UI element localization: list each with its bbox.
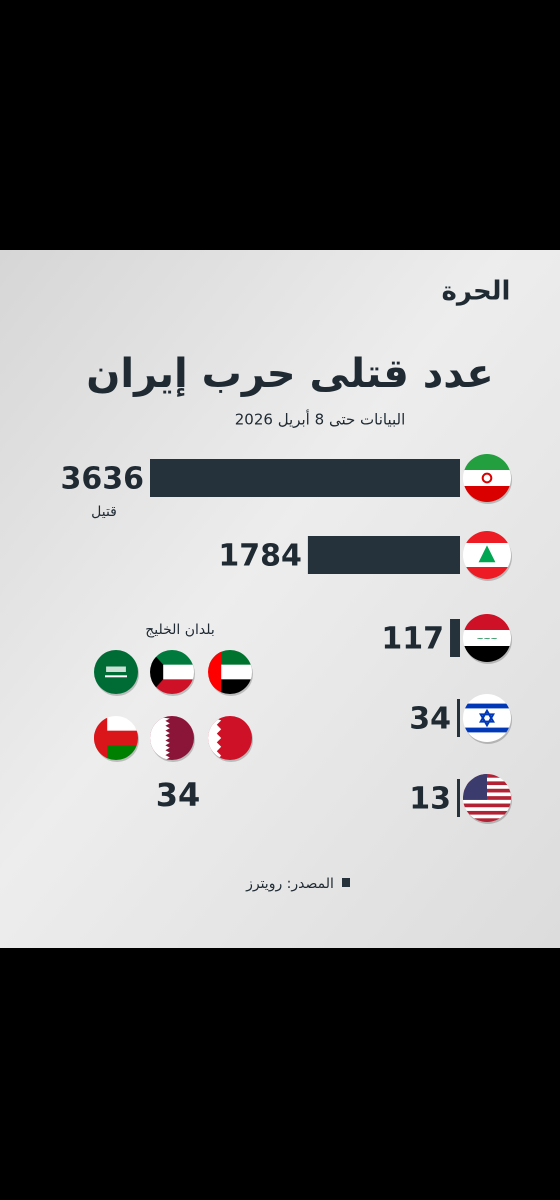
value-label: 117 xyxy=(381,622,444,657)
flag-part xyxy=(463,694,511,742)
stripe xyxy=(463,470,511,487)
flag-part xyxy=(94,716,108,760)
flag xyxy=(94,650,138,694)
stripe xyxy=(463,486,511,502)
source-marker xyxy=(342,878,350,887)
stripe xyxy=(150,679,194,694)
value-label: 13 xyxy=(409,782,451,817)
value-label: 34 xyxy=(409,702,451,737)
stripe xyxy=(463,614,511,631)
stripe xyxy=(463,630,511,647)
flag-part xyxy=(463,810,511,815)
flag-part xyxy=(105,675,127,678)
value-label: 1784 xyxy=(218,539,302,574)
stripe xyxy=(463,454,511,471)
flag xyxy=(208,650,252,694)
hoist xyxy=(150,716,170,760)
star xyxy=(478,708,496,728)
flag: ~~~ xyxy=(463,614,511,662)
emblem xyxy=(481,472,493,484)
flag-part xyxy=(463,807,511,812)
bar xyxy=(457,779,460,817)
flag xyxy=(208,716,252,760)
stripe xyxy=(463,646,511,662)
unit-label: قتيل xyxy=(91,504,117,520)
source: المصدر: رويترز xyxy=(245,876,334,892)
hoist xyxy=(208,716,222,760)
gulf-label: بلدان الخليج xyxy=(145,622,215,638)
flag-part xyxy=(463,727,511,733)
flag-part xyxy=(463,703,511,709)
flag xyxy=(150,650,194,694)
flag-part xyxy=(208,650,222,694)
bar xyxy=(457,699,460,737)
flag-part xyxy=(463,818,511,822)
flag-part xyxy=(106,666,126,672)
hoist xyxy=(150,650,164,694)
flag xyxy=(463,694,511,742)
emblem: ~~~ xyxy=(476,634,497,644)
flag xyxy=(94,716,138,760)
gulf-value: 34 xyxy=(156,776,201,814)
flag-part xyxy=(463,799,511,804)
infographic xyxy=(0,250,560,948)
logo: الحرة xyxy=(442,277,511,307)
cedar xyxy=(478,545,496,563)
value-label: 3636 xyxy=(61,462,145,497)
bar xyxy=(307,536,460,574)
flag xyxy=(463,454,511,502)
stripe xyxy=(150,650,194,666)
flag xyxy=(463,774,511,822)
bar xyxy=(150,459,460,497)
bar xyxy=(450,619,460,657)
flag-part xyxy=(463,803,511,808)
subtitle: البيانات حتى 8 أبريل 2026 xyxy=(235,410,406,429)
chart-title: عدد قتلى حرب إيران xyxy=(86,351,493,397)
flag-part xyxy=(463,814,511,819)
flag xyxy=(150,716,194,760)
